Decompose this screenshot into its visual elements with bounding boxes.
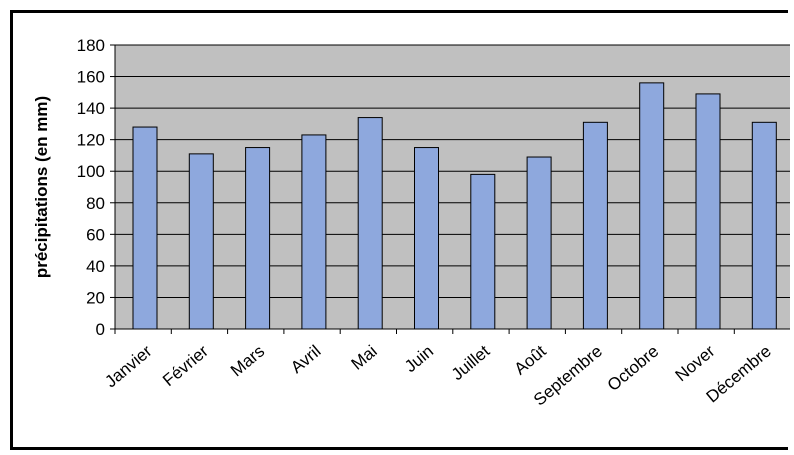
- bar-avril: [301, 134, 327, 330]
- y-tick-label: 0: [96, 320, 105, 339]
- bar-mars: [245, 147, 271, 330]
- y-tick-label: 160: [77, 68, 105, 87]
- y-tick-label: 180: [77, 36, 105, 55]
- y-axis-title: précipitations (en mm): [32, 96, 51, 278]
- y-tick-label: 40: [86, 257, 105, 276]
- y-tick-label: 140: [77, 99, 105, 118]
- x-tick-label: Juillet: [448, 341, 494, 384]
- x-tick-label: Mars: [227, 342, 268, 381]
- bar-février: [188, 153, 214, 330]
- x-tick-label: Octobre: [604, 342, 663, 395]
- gridlines: [115, 44, 790, 298]
- bar-mai: [357, 117, 383, 330]
- x-tick-label: Février: [159, 341, 212, 390]
- x-tick-label: Janvier: [101, 341, 155, 391]
- x-tick-label: Avril: [287, 342, 324, 378]
- x-tick-label: Nover: [672, 341, 719, 385]
- bar-décembre: [751, 121, 777, 330]
- x-tick-label: Juin: [401, 342, 437, 377]
- bar-octobre: [639, 82, 665, 330]
- y-axis-ticks: 0 20 40 60 80 100 120 140 160 180: [77, 36, 115, 339]
- x-axis-ticks: Janvier Février Mars Avril Mai Juin Juillet Aoû…: [101, 329, 775, 410]
- bar-novembre: [695, 93, 721, 330]
- bar-septembre: [582, 121, 608, 330]
- bar-juillet: [470, 173, 496, 330]
- plot-area: [115, 45, 790, 329]
- y-tick-label: 100: [77, 162, 105, 181]
- y-tick-label: 120: [77, 131, 105, 150]
- y-tick-label: 80: [86, 194, 105, 213]
- bar-août: [526, 156, 552, 330]
- bars: [132, 82, 777, 330]
- y-tick-label: 20: [86, 288, 105, 307]
- bar-juin: [414, 147, 439, 330]
- x-tick-label: Août: [511, 341, 550, 378]
- bar-janvier: [132, 126, 158, 330]
- x-tick-label: Mai: [348, 342, 381, 374]
- y-tick-label: 60: [86, 225, 105, 244]
